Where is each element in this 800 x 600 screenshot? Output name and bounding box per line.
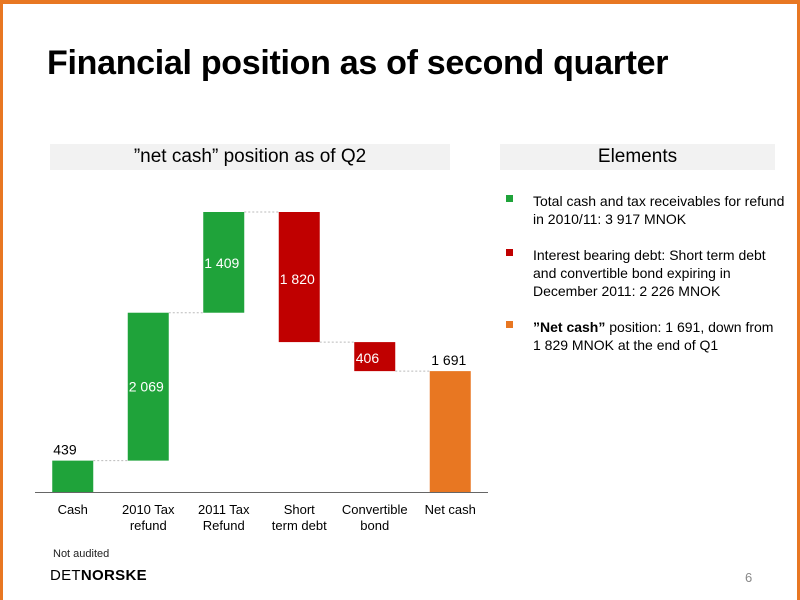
chart-panel-header: ”net cash” position as of Q2 xyxy=(50,144,450,170)
x-tick-label: bond xyxy=(360,518,389,533)
frame-left-border xyxy=(0,0,3,600)
elements-item: Interest bearing debt: Short term debt a… xyxy=(505,246,785,300)
waterfall-bar xyxy=(203,212,245,313)
waterfall-bar xyxy=(354,342,396,372)
elements-panel-header: Elements xyxy=(500,144,775,170)
waterfall-value-label: 1 820 xyxy=(280,271,315,287)
bullet-square-icon xyxy=(506,321,513,328)
footnote: Not audited xyxy=(53,548,110,560)
elements-item-text: Interest bearing debt: Short term debt a… xyxy=(533,247,766,299)
elements-item-strong: ”Net cash” xyxy=(533,319,606,335)
bullet-square-icon xyxy=(506,195,513,202)
x-tick-label: refund xyxy=(130,518,167,533)
x-tick-label: Net cash xyxy=(425,502,476,517)
waterfall-bar xyxy=(278,212,320,343)
frame-top-border xyxy=(0,0,800,4)
waterfall-value-label: 406 xyxy=(356,350,380,366)
waterfall-value-label: 2 069 xyxy=(129,379,164,395)
logo-part-thin: DET xyxy=(50,567,81,584)
elements-item-text: Total cash and tax receivables for refun… xyxy=(533,193,785,227)
elements-item-text: position: 1 691, down from 1 829 MNOK at… xyxy=(533,319,774,353)
waterfall-bar xyxy=(52,460,94,492)
page-number: 6 xyxy=(745,570,753,585)
company-logo: DETNORSKE xyxy=(50,567,147,584)
elements-list: Total cash and tax receivables for refun… xyxy=(505,192,785,372)
waterfall-value-label: 1 691 xyxy=(431,352,466,368)
x-tick-label: Convertible xyxy=(342,502,408,517)
x-tick-label: 2011 Tax xyxy=(198,502,250,517)
x-tick-label: Short xyxy=(284,502,315,517)
elements-item: Total cash and tax receivables for refun… xyxy=(505,192,785,228)
x-tick-label: term debt xyxy=(272,518,327,533)
x-tick-label: 2010 Tax xyxy=(122,502,175,517)
slide-title: Financial position as of second quarter xyxy=(47,44,669,82)
elements-item: ”Net cash” position: 1 691, down from 1 … xyxy=(505,318,785,354)
frame-right-border xyxy=(797,0,800,600)
waterfall-bar xyxy=(429,371,471,492)
logo-part-bold: NORSKE xyxy=(80,567,147,584)
waterfall-value-label: 1 409 xyxy=(204,255,239,271)
waterfall-bar xyxy=(127,312,169,461)
bullet-square-icon xyxy=(506,249,513,256)
waterfall-value-label: 439 xyxy=(53,442,77,458)
x-tick-label: Refund xyxy=(203,518,245,533)
x-tick-label: Cash xyxy=(58,502,88,517)
